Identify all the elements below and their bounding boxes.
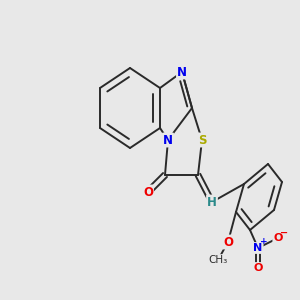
Text: N: N — [163, 134, 173, 146]
Text: O: O — [223, 236, 233, 248]
Text: +: + — [260, 238, 268, 247]
Text: O: O — [273, 233, 283, 243]
Text: N: N — [177, 65, 187, 79]
Text: H: H — [207, 196, 217, 208]
Text: S: S — [198, 134, 206, 146]
Text: O: O — [253, 263, 263, 273]
Text: −: − — [280, 228, 288, 238]
Text: CH₃: CH₃ — [208, 255, 228, 265]
Text: O: O — [143, 185, 153, 199]
Text: N: N — [254, 243, 262, 253]
